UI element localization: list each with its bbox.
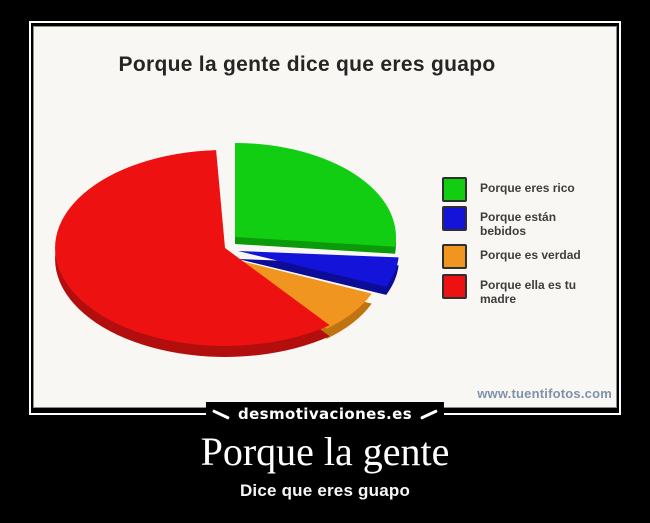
legend-label: Porque están bebidos (480, 210, 557, 238)
pie-chart (55, 143, 399, 357)
legend-label: Porque eres rico (480, 181, 575, 195)
legend-label: Porque es verdad (480, 248, 581, 262)
site-label: desmotivaciones.es (237, 405, 413, 423)
ribbon-tick-right-icon (420, 408, 438, 420)
legend-swatch-green (442, 177, 467, 202)
legend-item-madre: Porque ella es tu madre (442, 274, 600, 306)
legend-label: Porque ella es tu madre (480, 278, 577, 306)
caption-title: Porque la gente (200, 429, 450, 474)
pie-slice-rich (235, 143, 396, 247)
legend-swatch-red (442, 274, 467, 299)
legend-swatch-orange (442, 244, 467, 269)
image-frame: Porque la gente dice que eres guapo Porq… (29, 21, 621, 415)
legend-item-rich: Porque eres rico (442, 177, 600, 202)
watermark: www.tuentifotos.com (477, 386, 612, 401)
pie-slice-madre (55, 150, 330, 346)
pie-slice-verdad (229, 258, 372, 329)
legend-swatch-blue (442, 206, 467, 231)
ribbon-tick-left-icon (212, 408, 230, 420)
legend-item-verdad: Porque es verdad (442, 244, 600, 269)
caption-subtitle: Dice que eres guapo (239, 481, 411, 500)
legend-item-bebidos: Porque están bebidos (442, 206, 600, 238)
chart-title: Porque la gente dice que eres guapo (118, 53, 496, 76)
chart-image: Porque la gente dice que eres guapo Porq… (33, 26, 617, 408)
pie-slice-bebidos (238, 251, 399, 287)
site-ribbon: desmotivaciones.es (205, 402, 445, 426)
